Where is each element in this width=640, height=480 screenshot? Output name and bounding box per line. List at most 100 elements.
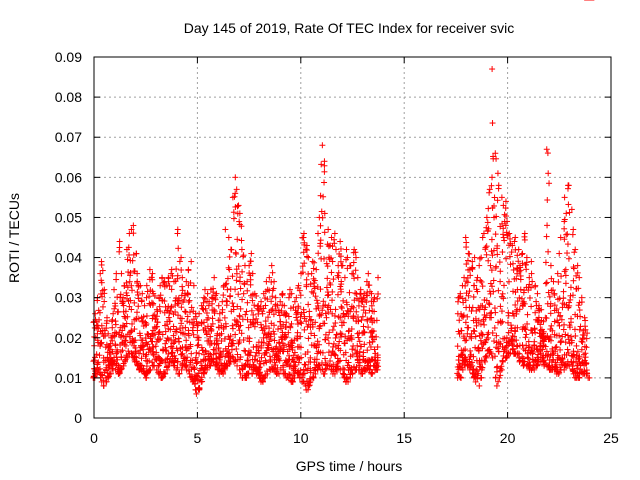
data-point [156, 303, 163, 310]
data-point [156, 328, 163, 335]
data-point [583, 344, 590, 351]
data-point [232, 286, 239, 293]
data-point [162, 356, 169, 363]
data-point [556, 322, 563, 329]
data-point [301, 260, 308, 267]
data-point [350, 259, 357, 266]
data-point [347, 308, 354, 315]
data-point [128, 327, 135, 334]
data-point [146, 366, 153, 373]
data-point [118, 270, 125, 277]
data-point [200, 369, 207, 376]
data-point [486, 186, 493, 193]
data-point [463, 244, 470, 251]
data-point [165, 314, 172, 321]
x-axis-label: GPS time / hours [296, 458, 403, 474]
data-point [572, 246, 579, 253]
data-point [233, 277, 240, 284]
data-point [169, 272, 176, 279]
data-point [291, 363, 298, 370]
data-point [132, 348, 139, 355]
data-point [182, 324, 189, 331]
data-point [258, 321, 265, 328]
data-point [456, 361, 463, 368]
data-point [479, 302, 486, 309]
data-point [233, 186, 240, 193]
data-point [565, 201, 572, 208]
data-point [318, 208, 325, 215]
data-point [274, 352, 281, 359]
data-point [330, 276, 337, 283]
data-point [256, 369, 263, 376]
data-point [340, 370, 347, 377]
data-point [485, 225, 492, 232]
data-point [366, 282, 373, 289]
data-point [178, 351, 185, 358]
data-point [157, 292, 164, 299]
data-point [359, 313, 366, 320]
data-point [323, 314, 330, 321]
data-point [516, 350, 523, 357]
data-point [478, 330, 485, 337]
data-point [242, 311, 249, 318]
data-point [485, 205, 492, 212]
data-point [159, 331, 166, 338]
data-point [307, 281, 314, 288]
data-point [340, 310, 347, 317]
data-point [271, 322, 278, 329]
data-point [305, 335, 312, 342]
data-point [568, 315, 575, 322]
data-point [479, 234, 486, 241]
data-point [552, 365, 559, 372]
data-point [165, 350, 172, 357]
data-point [476, 255, 483, 262]
data-point [270, 328, 277, 335]
data-point [492, 309, 499, 316]
data-point [502, 205, 509, 212]
data-point [279, 291, 286, 298]
data-point [338, 333, 345, 340]
data-point [564, 346, 571, 353]
data-point [98, 339, 105, 346]
data-point [525, 344, 532, 351]
data-point [479, 283, 486, 290]
data-point [165, 362, 172, 369]
data-point [533, 298, 540, 305]
data-point [260, 339, 267, 346]
data-point [350, 312, 357, 319]
data-point [275, 326, 282, 333]
data-point [307, 369, 314, 376]
data-point [506, 235, 513, 242]
data-point [232, 174, 239, 181]
data-point [551, 302, 558, 309]
data-point [509, 242, 516, 249]
data-point [543, 348, 550, 355]
data-point [310, 290, 317, 297]
data-point [168, 266, 175, 273]
data-point [172, 309, 179, 316]
data-point [375, 290, 382, 297]
data-point [183, 357, 190, 364]
data-point [349, 346, 356, 353]
data-point [519, 250, 526, 257]
data-point [569, 231, 576, 238]
data-point [457, 374, 464, 381]
data-point [299, 263, 306, 270]
data-point [529, 278, 536, 285]
data-point [222, 320, 229, 327]
data-point [534, 358, 541, 365]
data-point [248, 250, 255, 257]
data-point [256, 371, 263, 378]
data-point [361, 329, 368, 336]
data-point [364, 347, 371, 354]
data-point [560, 288, 567, 295]
data-point [465, 292, 472, 299]
data-point [568, 339, 575, 346]
data-point [331, 230, 338, 237]
data-point [168, 286, 175, 293]
data-point [363, 278, 370, 285]
data-point [575, 302, 582, 309]
data-point [128, 226, 135, 233]
data-point [526, 343, 533, 350]
data-point [299, 234, 306, 241]
